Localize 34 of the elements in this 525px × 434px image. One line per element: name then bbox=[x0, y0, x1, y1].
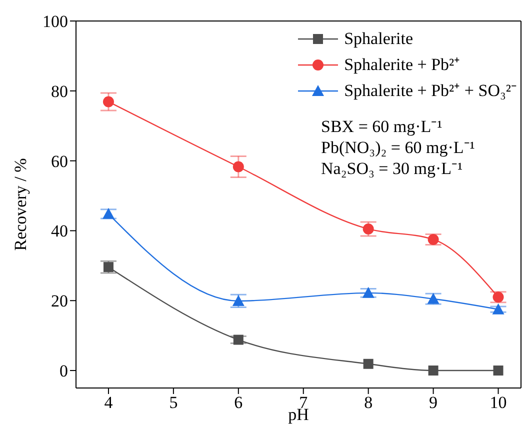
point bbox=[103, 262, 114, 272]
legend-label: Sphalerite bbox=[344, 28, 414, 50]
point bbox=[232, 294, 244, 306]
annotation: Na₂SO₃ = 30 mg·L⁻¹ bbox=[321, 158, 464, 179]
y-tick-label: 40 bbox=[51, 222, 68, 241]
y-tick-label: 20 bbox=[51, 292, 68, 311]
y-tick-label: 60 bbox=[51, 152, 68, 171]
point bbox=[492, 303, 504, 314]
point bbox=[233, 334, 244, 345]
y-tick-label: 80 bbox=[51, 82, 68, 101]
y-tick-label: 100 bbox=[42, 12, 68, 32]
x-tick-label: 4 bbox=[104, 393, 114, 412]
point bbox=[102, 208, 114, 219]
point bbox=[102, 96, 114, 108]
annotation: Pb(NO₃)₂ = 60 mg·L⁻¹ bbox=[321, 137, 475, 158]
point bbox=[493, 366, 504, 376]
point bbox=[362, 286, 374, 298]
point bbox=[428, 234, 439, 245]
point bbox=[492, 292, 504, 303]
x-tick-label: 10 bbox=[490, 393, 507, 412]
legend-label: Sphalerite + Pb²⁺ bbox=[344, 54, 460, 76]
x-tick-label: 6 bbox=[234, 393, 243, 412]
point bbox=[428, 366, 438, 376]
x-tick-label: 5 bbox=[169, 393, 178, 412]
point bbox=[362, 223, 374, 234]
annotation: SBX = 60 mg·L⁻¹ bbox=[321, 116, 444, 137]
point bbox=[363, 358, 374, 369]
x-tick-label: 9 bbox=[429, 393, 438, 412]
y-tick-label: 0 bbox=[60, 362, 68, 381]
point bbox=[427, 292, 440, 304]
y-axis-title: Recovery / % bbox=[11, 158, 30, 251]
legend-label: Sphalerite + Pb²⁺ + SO₃²⁻ bbox=[344, 80, 517, 102]
x-tick-label: 8 bbox=[364, 393, 373, 412]
point bbox=[232, 161, 244, 172]
